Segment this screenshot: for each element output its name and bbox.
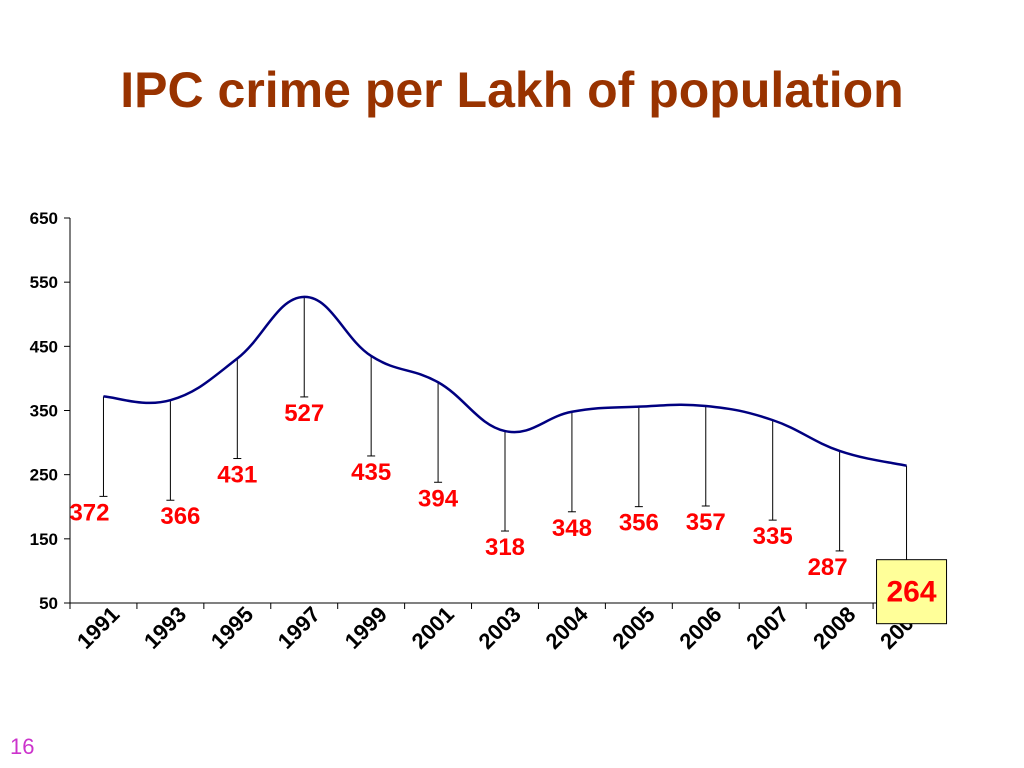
data-labels: 372 366 431 527 435 394 318 348 356 357 335 287 264 xyxy=(69,400,948,625)
y-tick-label: 450 xyxy=(30,337,58,356)
highlight-box xyxy=(876,559,948,625)
y-tick-label: 350 xyxy=(30,402,58,421)
data-label: 357 xyxy=(686,509,726,536)
chart-axes: 50 150 250 350 450 550 650 1991 1993 1995 1997 1999… xyxy=(30,209,941,654)
x-tick-label: 1997 xyxy=(273,602,325,654)
y-tick-label: 550 xyxy=(30,273,58,292)
data-label: 348 xyxy=(552,515,592,542)
data-label: 372 xyxy=(69,499,109,526)
x-tick-label: 1999 xyxy=(340,602,392,654)
x-tick-label: 2006 xyxy=(674,602,726,654)
data-label-highlight: 264 xyxy=(887,576,937,609)
x-tick-label: 2007 xyxy=(741,602,793,654)
data-label: 431 xyxy=(217,462,257,489)
drop-lines xyxy=(99,296,911,567)
data-label: 527 xyxy=(284,400,324,427)
data-label: 394 xyxy=(418,485,459,512)
x-tick-label: 2003 xyxy=(474,602,526,654)
slide-title: IPC crime per Lakh of population xyxy=(120,62,904,118)
data-label: 335 xyxy=(753,523,793,550)
y-tick-label: 650 xyxy=(30,209,58,228)
x-tick-label: 2005 xyxy=(607,602,659,654)
x-tick-label: 2008 xyxy=(808,602,860,654)
data-label: 366 xyxy=(160,503,200,530)
y-tick-label: 150 xyxy=(30,530,58,549)
x-tick-label: 1995 xyxy=(206,602,258,654)
x-tick-label: 1991 xyxy=(72,602,124,654)
y-tick-label: 50 xyxy=(39,594,58,613)
x-tick-label: 1993 xyxy=(139,602,191,654)
x-tick-label: 2001 xyxy=(407,602,459,654)
data-label: 287 xyxy=(808,554,848,581)
y-tick-label: 250 xyxy=(30,466,58,485)
data-label: 435 xyxy=(351,459,391,486)
data-label: 318 xyxy=(485,534,525,561)
page-number: 16 xyxy=(10,734,35,759)
data-label: 356 xyxy=(619,510,659,537)
series-line xyxy=(103,295,907,467)
x-tick-label: 2004 xyxy=(540,601,593,654)
